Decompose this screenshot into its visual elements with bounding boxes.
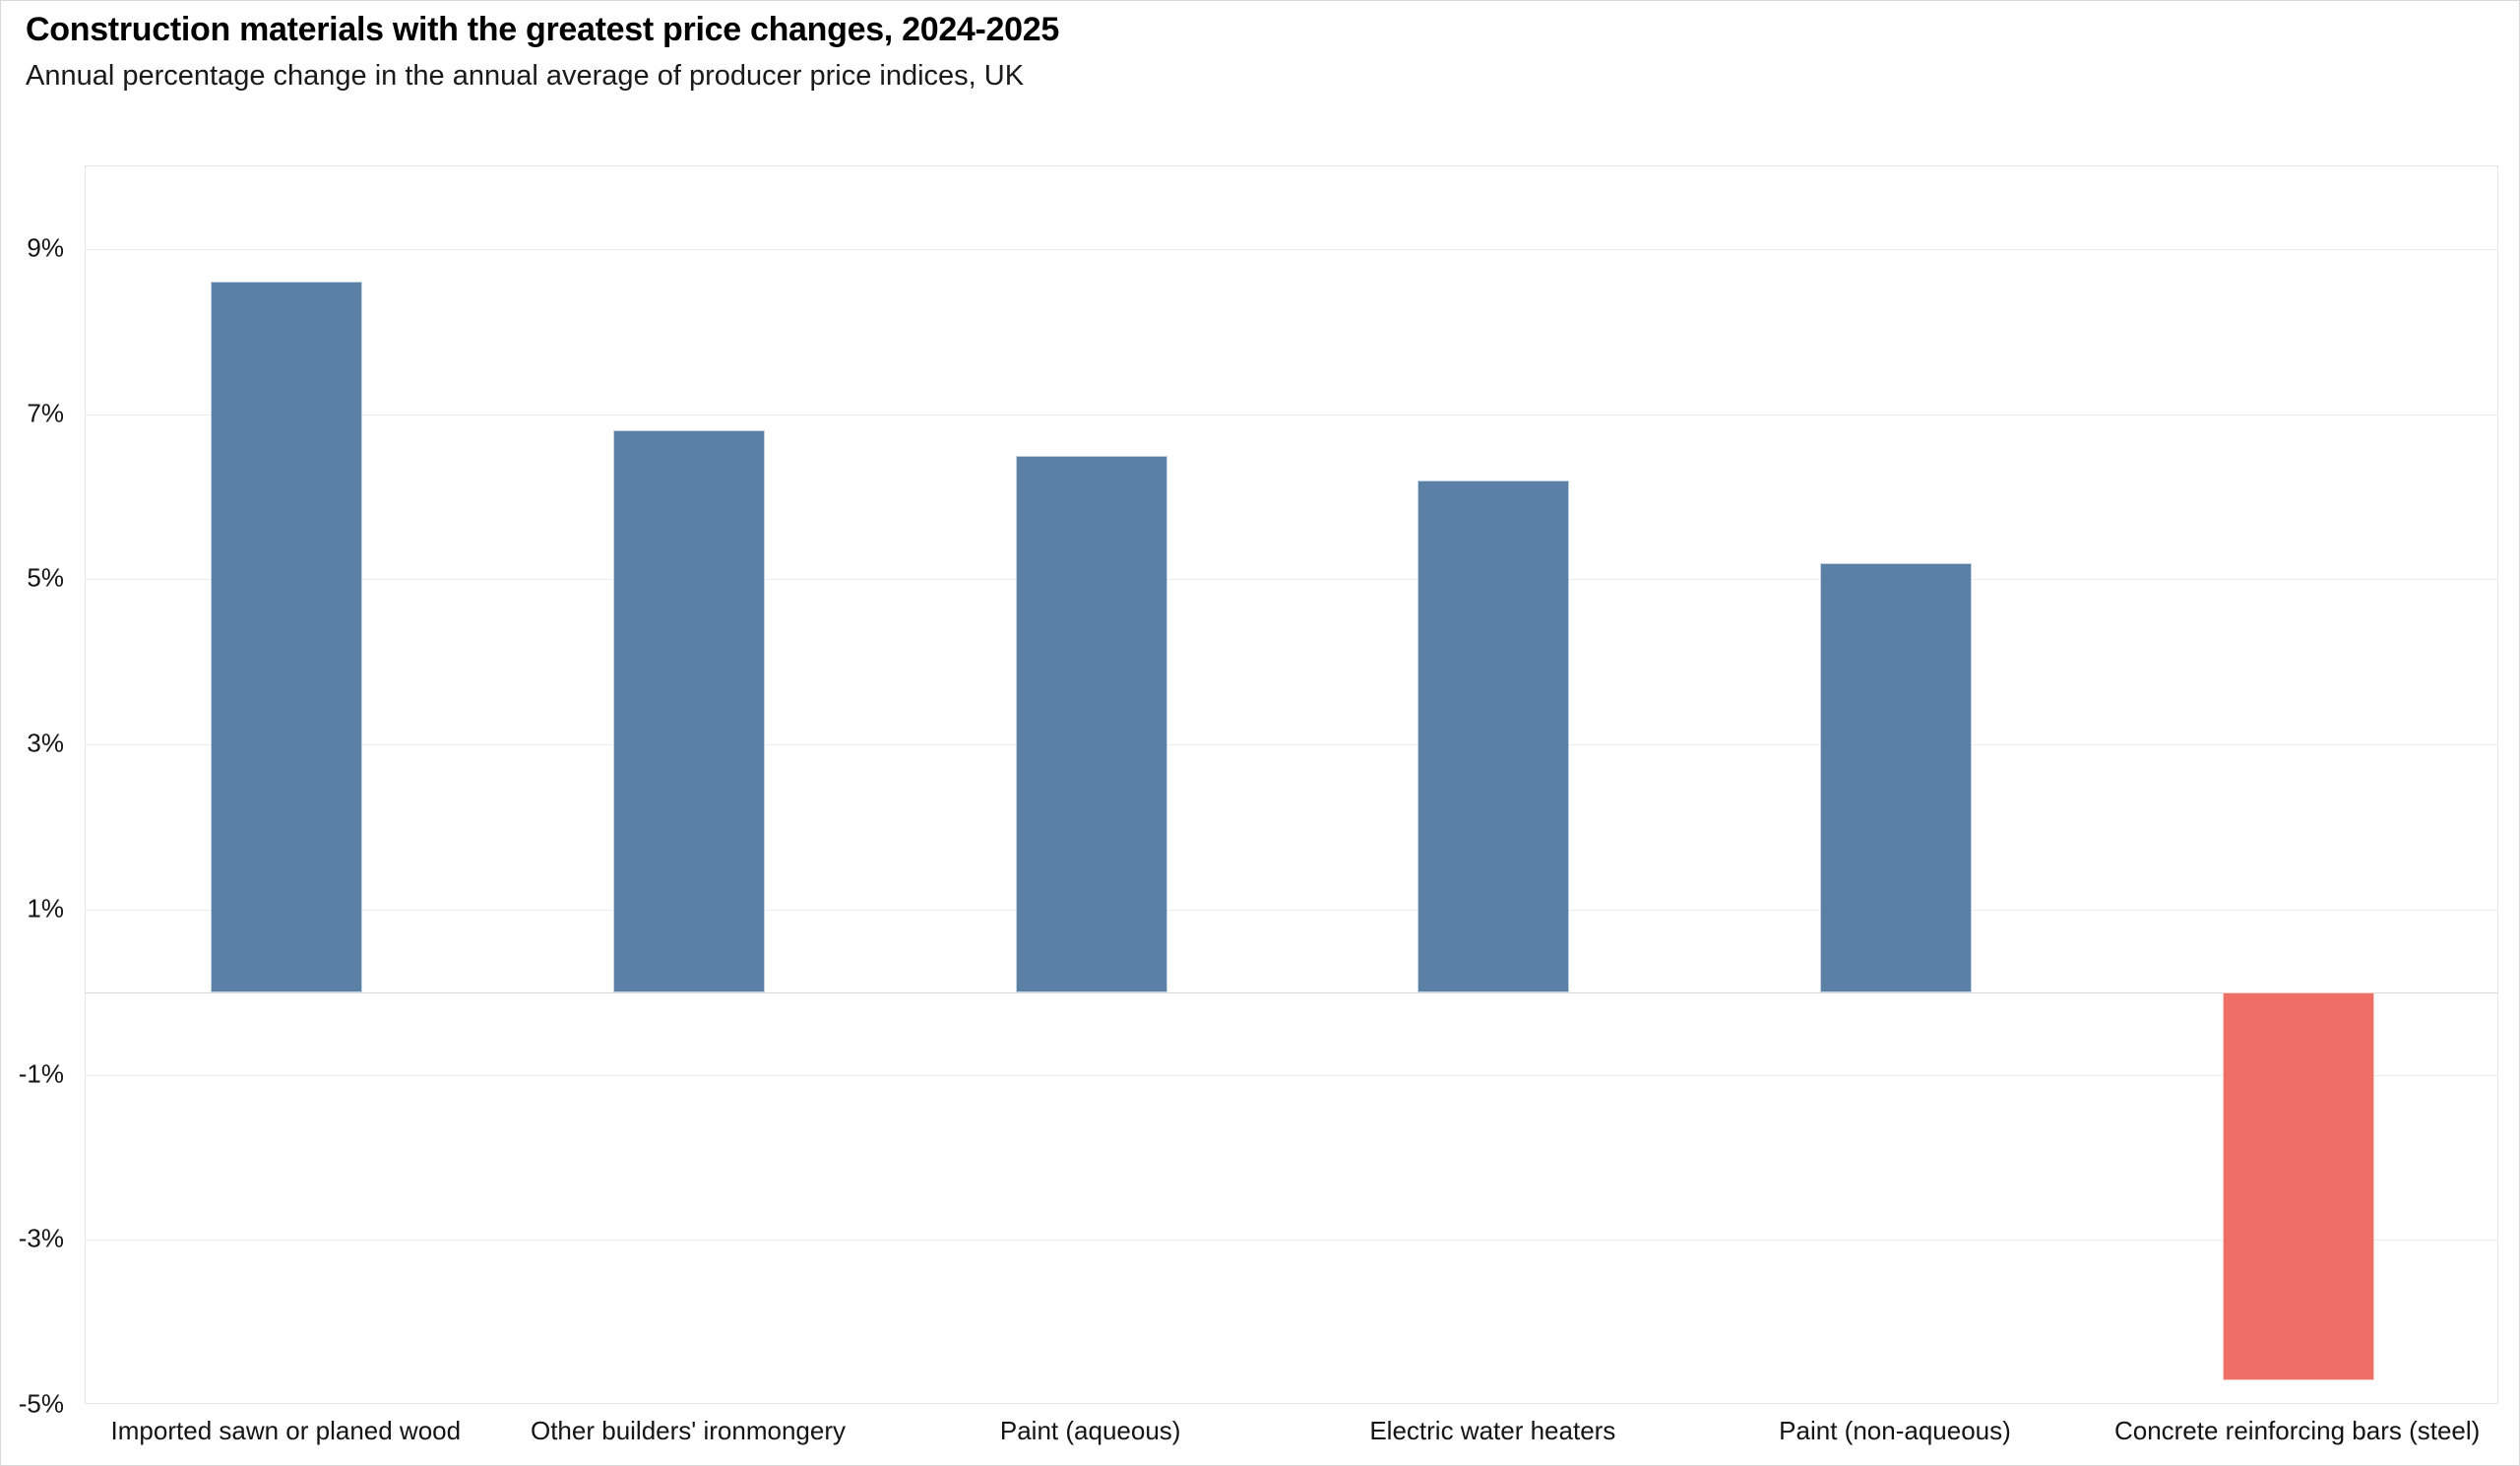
gridline — [86, 1240, 2497, 1242]
y-axis-labels: 9% 7% 5% 3% 1% -1% -3% -5% — [1, 165, 64, 1418]
bar[interactable] — [211, 282, 363, 992]
gridline — [86, 579, 2497, 581]
zero-line — [86, 991, 2497, 993]
x-axis-label: Paint (aqueous) — [999, 1416, 1181, 1445]
chart-subtitle: Annual percentage change in the annual a… — [26, 60, 1025, 92]
x-axis-label: Concrete reinforcing bars (steel) — [2113, 1416, 2481, 1445]
x-axis-label: Electric water heaters — [1369, 1416, 1616, 1445]
bar[interactable] — [1418, 479, 1570, 992]
bar[interactable] — [2222, 991, 2374, 1380]
x-axis-labels: Imported sawn or planed wood Other builde… — [85, 1416, 2498, 1455]
plot-area — [85, 165, 2498, 1404]
gridline — [86, 414, 2497, 415]
y-axis-label: 7% — [27, 398, 64, 428]
y-axis-label: 3% — [27, 728, 64, 758]
gridline — [86, 248, 2497, 250]
bar[interactable] — [613, 430, 765, 992]
y-axis-label: 9% — [27, 232, 64, 263]
y-axis-label: -5% — [18, 1388, 64, 1419]
gridline — [86, 1074, 2497, 1076]
y-axis-label: 5% — [27, 562, 64, 593]
chart-title: Construction materials with the greatest… — [26, 11, 1059, 48]
x-axis-label: Paint (non-aqueous) — [1779, 1416, 2011, 1445]
bar[interactable] — [1820, 562, 1972, 992]
bar[interactable] — [1015, 455, 1167, 992]
x-axis-label: Imported sawn or planed wood — [110, 1416, 462, 1445]
x-axis-label: Other builders' ironmongery — [530, 1416, 846, 1445]
y-axis-label: -3% — [18, 1223, 64, 1253]
gridline — [86, 909, 2497, 911]
y-axis-label: 1% — [27, 893, 64, 924]
gridline — [86, 744, 2497, 746]
y-axis-label: -1% — [18, 1058, 64, 1089]
